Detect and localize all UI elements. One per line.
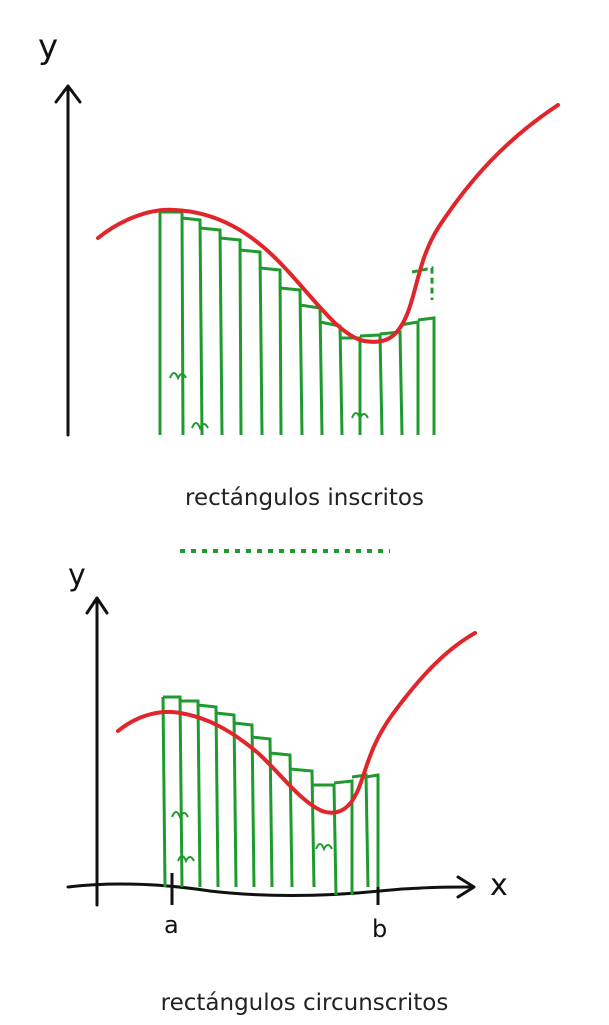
rect-3 (199, 226, 224, 436)
x-axis-label: x (490, 868, 508, 903)
mark-3 (351, 412, 369, 421)
mark-2 (177, 855, 195, 864)
rect-1 (163, 695, 184, 888)
rect-3 (197, 703, 220, 888)
y-axis-arrowhead (85, 596, 109, 615)
tick-a-label: a (164, 911, 179, 939)
handwritten-marks (169, 372, 369, 431)
y-axis-arrowhead (54, 84, 82, 104)
circumscribed-diagram: y x a b (0, 555, 609, 955)
circumscribed-caption: rectángulos circunscritos (160, 990, 449, 1016)
mark-1 (171, 811, 189, 820)
rect-5 (239, 248, 264, 436)
rect-partial (411, 266, 434, 300)
inscribed-diagram: y (0, 0, 609, 460)
x-axis-arrowhead (456, 875, 476, 899)
y-axis-label: y (68, 558, 86, 593)
inscribed-diagram-canvas: y (38, 27, 560, 437)
mark-3 (315, 843, 333, 852)
rect-2 (181, 216, 204, 436)
rect-5 (233, 721, 256, 888)
y-axis-label: y (38, 27, 58, 67)
sketch-fragment (180, 549, 390, 553)
rect-9 (319, 320, 344, 436)
handwritten-marks (171, 811, 333, 864)
circumscribed-diagram-canvas: y x a b (66, 558, 508, 943)
rect-11 (351, 773, 370, 888)
rect-edge (161, 696, 167, 888)
rect-6 (259, 266, 283, 436)
rect-10 (333, 779, 354, 895)
rect-4 (215, 711, 238, 888)
rect-8 (289, 767, 316, 888)
mark-2 (191, 422, 209, 431)
rect-8 (299, 303, 324, 436)
function-curve (96, 103, 560, 344)
circumscribed-rectangles (161, 695, 380, 896)
rect-7 (279, 286, 304, 436)
rect-2 (180, 699, 202, 888)
rect-13 (399, 320, 420, 435)
rect-12 (379, 330, 404, 436)
rect-4 (219, 236, 243, 436)
rect-1 (160, 210, 185, 436)
rect-12 (365, 773, 380, 887)
inscribed-caption: rectángulos inscritos (185, 485, 424, 511)
tick-b-label: b (372, 915, 387, 943)
rect-9 (312, 783, 338, 896)
x-axis (66, 882, 472, 897)
function-curve (116, 631, 477, 815)
mark-1 (169, 372, 187, 381)
inscribed-rectangles (158, 210, 436, 436)
rect-6 (251, 735, 274, 888)
rect-7 (269, 751, 294, 888)
rect-11 (359, 333, 384, 436)
rect-14 (417, 316, 436, 435)
